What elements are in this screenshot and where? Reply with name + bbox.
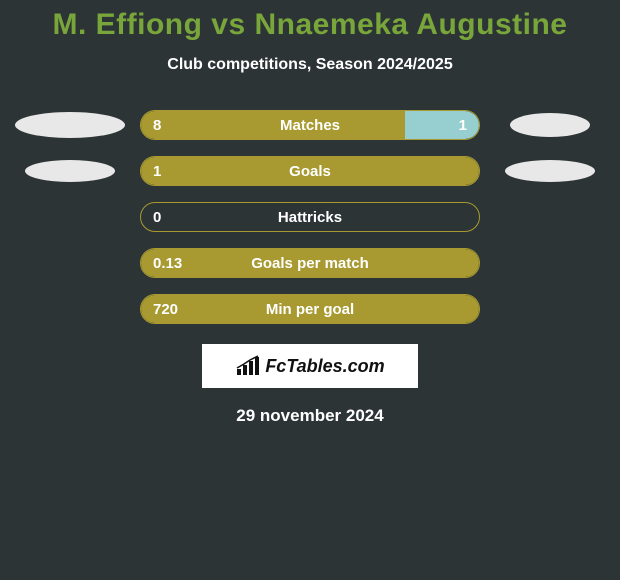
logo-box: FcTables.com xyxy=(202,344,418,388)
right-ellipse-slot xyxy=(480,113,620,137)
bar-left-fill xyxy=(141,249,479,277)
right-ellipse-slot xyxy=(480,160,620,182)
bar-left-fill xyxy=(141,111,405,139)
right-ellipse xyxy=(505,160,595,182)
comparison-rows: 81Matches1Goals0Hattricks0.13Goals per m… xyxy=(0,102,620,332)
left-ellipse xyxy=(25,160,115,182)
right-value: 1 xyxy=(459,111,467,139)
stat-label: Hattricks xyxy=(141,203,479,231)
stat-bar: 0Hattricks xyxy=(140,202,480,232)
stat-bar: 720Min per goal xyxy=(140,294,480,324)
bar-chart-icon xyxy=(235,355,261,377)
bar-left-fill xyxy=(141,157,479,185)
subtitle: Club competitions, Season 2024/2025 xyxy=(0,56,620,74)
comparison-row: 1Goals xyxy=(0,148,620,194)
page-title: M. Effiong vs Nnaemeka Augustine xyxy=(0,0,620,42)
comparison-row: 0Hattricks xyxy=(0,194,620,240)
stat-bar: 81Matches xyxy=(140,110,480,140)
left-value: 0 xyxy=(153,203,161,231)
comparison-row: 0.13Goals per match xyxy=(0,240,620,286)
stat-bar: 1Goals xyxy=(140,156,480,186)
bar-right-fill xyxy=(405,111,479,139)
right-ellipse xyxy=(510,113,590,137)
left-ellipse-slot xyxy=(0,112,140,138)
comparison-row: 81Matches xyxy=(0,102,620,148)
left-ellipse xyxy=(15,112,125,138)
left-value: 1 xyxy=(153,157,161,185)
stat-bar: 0.13Goals per match xyxy=(140,248,480,278)
left-value: 8 xyxy=(153,111,161,139)
left-value: 720 xyxy=(153,295,178,323)
date-text: 29 november 2024 xyxy=(0,406,620,426)
logo-text: FcTables.com xyxy=(265,356,384,377)
left-ellipse-slot xyxy=(0,160,140,182)
left-value: 0.13 xyxy=(153,249,182,277)
bar-left-fill xyxy=(141,295,479,323)
comparison-row: 720Min per goal xyxy=(0,286,620,332)
